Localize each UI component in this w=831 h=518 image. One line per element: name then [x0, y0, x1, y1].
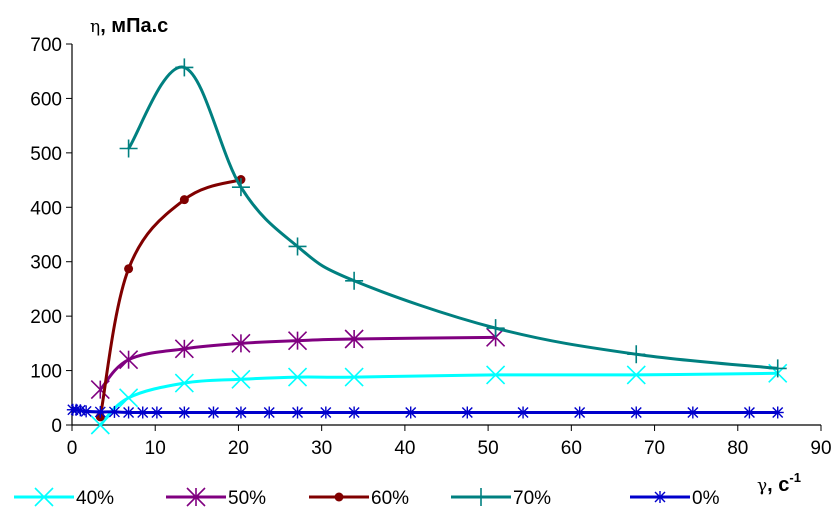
data-point: [771, 406, 784, 419]
x-tick-label: 50: [478, 438, 499, 459]
axes: [66, 43, 822, 431]
data-point: [94, 405, 107, 418]
data-point: [174, 339, 194, 359]
legend-item: 60%: [309, 488, 409, 509]
legend-item: 70%: [451, 488, 551, 509]
data-point: [136, 406, 149, 419]
legend-marker: [34, 487, 54, 507]
legend-item: 50%: [166, 487, 266, 509]
data-point: [119, 139, 138, 158]
data-point: [231, 178, 250, 197]
data-point: [461, 406, 474, 419]
data-point: [344, 367, 364, 387]
data-point: [287, 367, 308, 387]
data-point: [630, 406, 643, 419]
legend-marker: [186, 487, 206, 507]
data-point: [345, 271, 364, 290]
data-point: [122, 406, 135, 419]
x-axis-unit: , с: [767, 474, 789, 496]
data-point: [404, 406, 417, 419]
legend-marker: [472, 488, 490, 506]
data-point: [517, 406, 530, 419]
legend-label: 70%: [513, 488, 551, 509]
x-axis-exponent: -1: [789, 470, 801, 485]
x-tick-label: 70: [644, 438, 665, 459]
data-point: [231, 333, 251, 353]
data-point: [207, 406, 220, 419]
x-tick-label: 60: [561, 438, 582, 459]
series-group: [66, 58, 788, 435]
series-4: [119, 58, 787, 378]
legend-label: 0%: [692, 488, 720, 509]
data-point: [150, 406, 163, 419]
data-point: [486, 319, 505, 338]
data-point: [743, 406, 756, 419]
y-tick-label: 0: [51, 416, 62, 437]
x-tick-label: 30: [311, 438, 332, 459]
legend-marker: [654, 491, 666, 503]
data-point: [573, 406, 586, 419]
legend-item: 0%: [630, 488, 720, 509]
data-point: [179, 195, 189, 205]
series-line: [99, 371, 778, 427]
legend-item: 40%: [14, 487, 114, 509]
data-point: [344, 329, 364, 349]
data-point: [486, 365, 506, 385]
data-point: [175, 58, 194, 77]
legend-marker: [334, 492, 344, 502]
y-tick-label: 700: [30, 35, 62, 56]
x-tick-label: 90: [810, 438, 831, 459]
data-point: [768, 359, 787, 378]
y-axis-symbol: η: [90, 17, 100, 37]
data-point: [174, 373, 194, 393]
data-point: [686, 406, 699, 419]
data-point: [234, 406, 247, 419]
data-point: [291, 406, 304, 419]
series-1: [90, 363, 788, 435]
tick-labels: 0 100 200 300 400 500 600 700 0 10 20 30 40 50 60 70 80 9…: [30, 35, 831, 459]
series-line: [98, 178, 242, 418]
data-point: [288, 237, 307, 256]
y-axis-title: η, мПа.с: [90, 15, 168, 37]
series-5: [66, 403, 784, 419]
y-tick-label: 600: [30, 89, 62, 110]
data-point: [626, 365, 646, 385]
data-point: [287, 331, 308, 351]
x-tick-label: 0: [67, 438, 78, 459]
x-tick-label: 20: [228, 438, 249, 459]
y-tick-label: 300: [30, 253, 62, 274]
data-point: [124, 264, 134, 274]
y-axis-unit: , мПа.с: [100, 15, 168, 37]
data-point: [90, 415, 110, 435]
data-point: [80, 405, 93, 418]
data-point: [348, 406, 361, 419]
legend-label: 50%: [228, 488, 266, 509]
x-axis-symbol: γ: [757, 476, 767, 496]
data-point: [178, 406, 191, 419]
x-tick-label: 80: [727, 438, 748, 459]
y-tick-label: 200: [30, 307, 62, 328]
data-point: [319, 406, 332, 419]
legend-label: 60%: [371, 488, 409, 509]
data-point: [231, 369, 251, 389]
y-tick-label: 100: [30, 362, 62, 383]
x-tick-label: 40: [394, 438, 415, 459]
data-point: [119, 350, 139, 370]
data-point: [627, 345, 646, 364]
data-point: [263, 406, 276, 419]
data-point: [108, 405, 121, 418]
x-tick-label: 10: [145, 438, 166, 459]
series-line: [127, 65, 778, 370]
x-axis-title: γ, с-1: [757, 470, 801, 496]
legend: 40% 50% 60% 70% 0%: [14, 487, 720, 509]
y-tick-label: 500: [30, 144, 62, 165]
data-point: [119, 388, 139, 408]
y-tick-label: 400: [30, 198, 62, 219]
legend-label: 40%: [76, 488, 114, 509]
